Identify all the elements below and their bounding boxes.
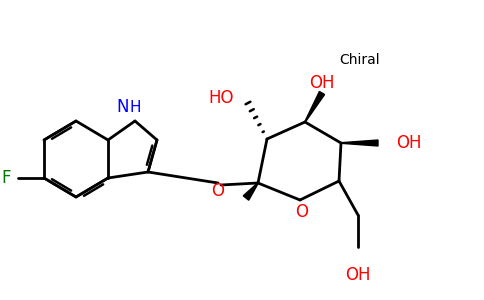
- Text: N: N: [117, 98, 129, 116]
- Text: OH: OH: [309, 74, 335, 92]
- Polygon shape: [243, 183, 258, 200]
- Text: O: O: [212, 182, 225, 200]
- Polygon shape: [305, 92, 325, 122]
- Polygon shape: [341, 140, 378, 146]
- Text: OH: OH: [345, 266, 371, 284]
- Text: Chiral: Chiral: [340, 53, 380, 67]
- Text: O: O: [296, 203, 308, 221]
- Text: OH: OH: [396, 134, 422, 152]
- Text: H: H: [129, 100, 141, 115]
- Text: HO: HO: [209, 89, 234, 107]
- Text: F: F: [1, 169, 11, 187]
